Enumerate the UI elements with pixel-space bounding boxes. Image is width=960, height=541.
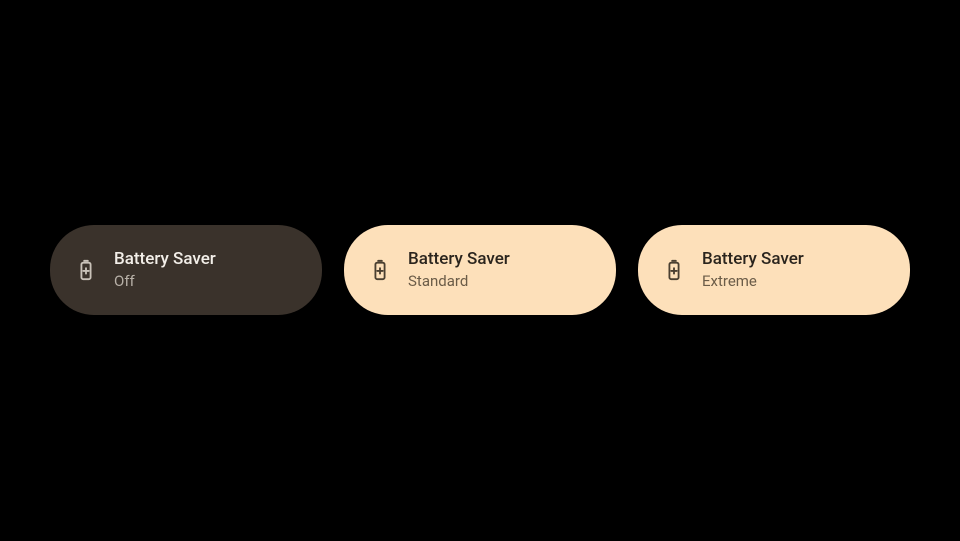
battery-saver-tile-row: Battery Saver Off Battery Saver Standard — [0, 225, 960, 315]
battery-saver-icon — [662, 258, 686, 282]
battery-saver-tile-off[interactable]: Battery Saver Off — [50, 225, 322, 315]
battery-saver-tile-extreme[interactable]: Battery Saver Extreme — [638, 225, 910, 315]
tile-title: Battery Saver — [408, 249, 510, 270]
battery-saver-icon — [368, 258, 392, 282]
tile-subtitle: Extreme — [702, 272, 804, 291]
tile-labels: Battery Saver Off — [114, 249, 216, 291]
tile-title: Battery Saver — [702, 249, 804, 270]
tile-labels: Battery Saver Standard — [408, 249, 510, 291]
battery-saver-icon — [74, 258, 98, 282]
tile-subtitle: Off — [114, 272, 216, 291]
tile-subtitle: Standard — [408, 272, 510, 291]
tile-title: Battery Saver — [114, 249, 216, 270]
battery-saver-tile-standard[interactable]: Battery Saver Standard — [344, 225, 616, 315]
tile-labels: Battery Saver Extreme — [702, 249, 804, 291]
